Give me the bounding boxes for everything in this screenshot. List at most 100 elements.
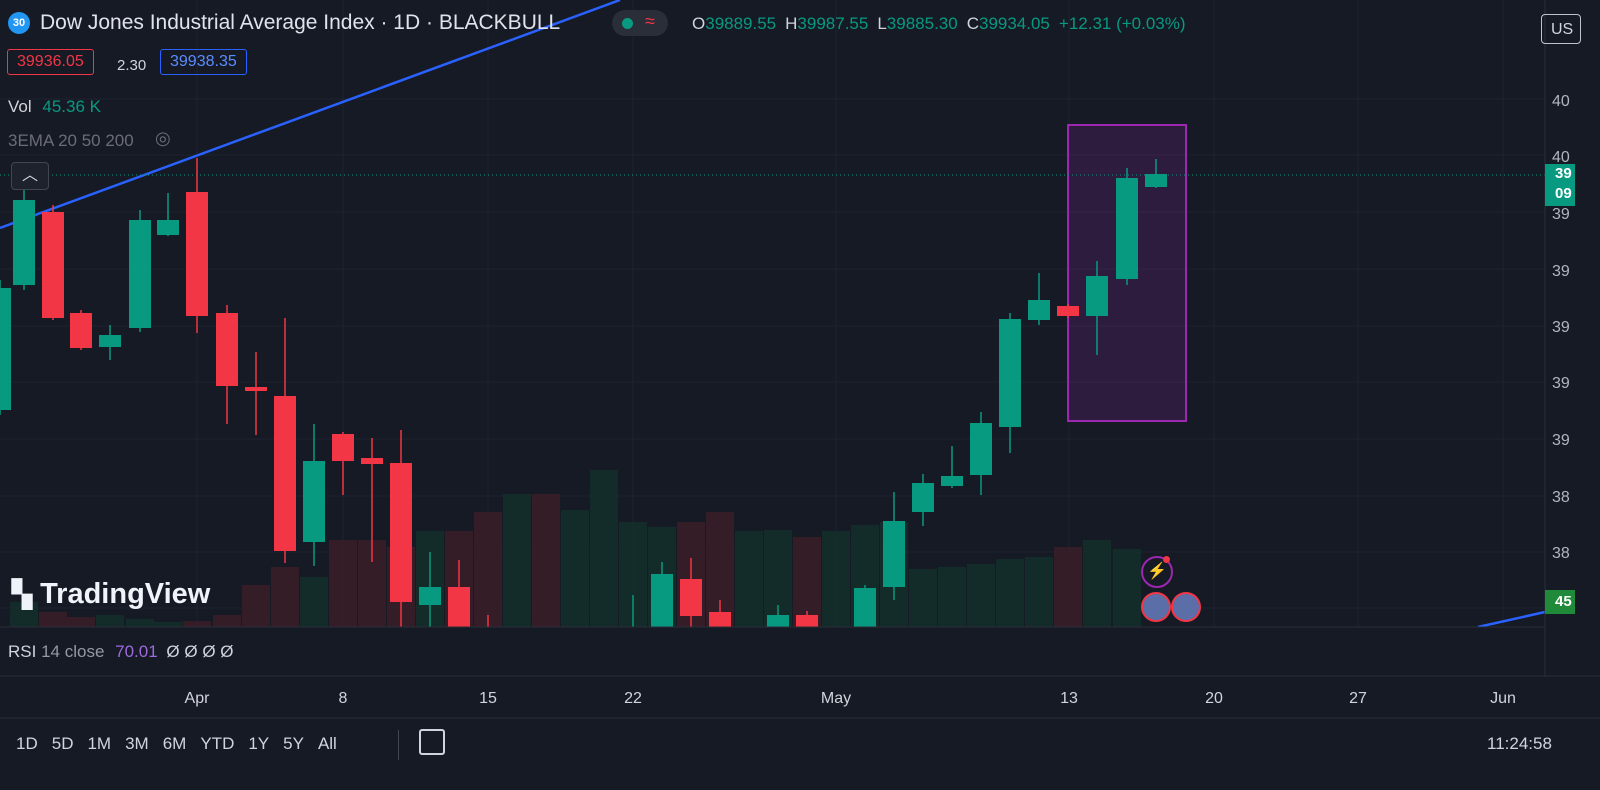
volume-bar bbox=[126, 619, 154, 627]
candle-body bbox=[1028, 300, 1050, 320]
volume-bar bbox=[503, 494, 531, 627]
volume-bar bbox=[938, 567, 966, 627]
range-button[interactable]: 1Y bbox=[248, 734, 270, 753]
us-event-flag[interactable] bbox=[1141, 592, 1171, 622]
candle-body bbox=[274, 396, 296, 551]
time-axis-label: May bbox=[821, 690, 851, 707]
volume-label: Vol bbox=[8, 97, 32, 116]
market-open-dot bbox=[622, 18, 633, 29]
candle-body bbox=[99, 335, 121, 347]
us-event-flag[interactable] bbox=[1171, 592, 1201, 622]
candle-body bbox=[216, 313, 238, 386]
time-axis-label: 15 bbox=[479, 690, 497, 707]
candle-body bbox=[157, 220, 179, 235]
volume-bar bbox=[1113, 549, 1141, 627]
price-axis-label: 38 bbox=[1552, 489, 1570, 506]
volume-bar bbox=[300, 577, 328, 627]
volume-bar bbox=[183, 621, 211, 627]
range-button[interactable]: 5Y bbox=[283, 734, 304, 753]
volume-legend: Vol 45.36 K bbox=[8, 97, 101, 117]
rsi-value: 70.01 bbox=[115, 642, 158, 661]
ask-price[interactable]: 39938.35 bbox=[160, 49, 247, 75]
candle-body bbox=[245, 387, 267, 391]
collapse-button[interactable]: ︿ bbox=[11, 162, 49, 190]
bid-price[interactable]: 39936.05 bbox=[7, 49, 94, 75]
range-button[interactable]: 5D bbox=[51, 734, 74, 753]
rsi-legend: RSI 14 close 70.01 Ø Ø Ø Ø bbox=[8, 642, 233, 662]
candle-body bbox=[796, 615, 818, 627]
current-price-tag: 39 09 bbox=[1545, 164, 1575, 206]
price-axis-label: 39 bbox=[1552, 319, 1570, 336]
volume-bar bbox=[242, 585, 270, 627]
time-axis-label: Jun bbox=[1490, 690, 1516, 707]
trend-line bbox=[1477, 610, 1546, 629]
candle-body bbox=[361, 458, 383, 464]
event-icon[interactable]: ⚡ bbox=[1141, 556, 1173, 588]
rsi-params: 14 close bbox=[41, 642, 105, 661]
price-axis-label: 39 bbox=[1552, 206, 1570, 223]
range-button[interactable]: All bbox=[317, 734, 337, 753]
candle-body bbox=[680, 579, 702, 616]
candle-body bbox=[129, 220, 151, 328]
candle-body bbox=[186, 192, 208, 316]
price-axis-label: 40 bbox=[1552, 93, 1570, 110]
delayed-icon: ≈ bbox=[645, 11, 655, 31]
rsi-extra: Ø Ø Ø Ø bbox=[166, 642, 234, 661]
price-tag-top: 39 bbox=[1555, 165, 1572, 182]
range-button[interactable]: 1M bbox=[87, 734, 112, 753]
ohlc-value: 39987.55 bbox=[797, 14, 869, 33]
currency-button[interactable]: US bbox=[1541, 14, 1581, 44]
time-axis-label: 27 bbox=[1349, 690, 1367, 707]
candle-body bbox=[1086, 276, 1108, 316]
range-button[interactable]: 6M bbox=[162, 734, 187, 753]
time-axis-label: 22 bbox=[624, 690, 642, 707]
time-axis-label: 20 bbox=[1205, 690, 1223, 707]
candle-body bbox=[70, 313, 92, 348]
ohlc-value: 39934.05 bbox=[978, 14, 1050, 33]
candle-body bbox=[883, 521, 905, 587]
goto-date-button[interactable] bbox=[419, 729, 445, 755]
time-axis-label: 13 bbox=[1060, 690, 1078, 707]
volume-bar bbox=[96, 615, 124, 627]
candle-body bbox=[970, 423, 992, 475]
symbol-title[interactable]: Dow Jones Industrial Average Index · 1D … bbox=[40, 11, 561, 34]
candle-body bbox=[1116, 178, 1138, 279]
ohlc-value: 39885.30 bbox=[886, 14, 958, 33]
volume-bar bbox=[735, 531, 763, 627]
range-button[interactable]: 3M bbox=[125, 734, 149, 753]
volume-tag: 45 bbox=[1545, 590, 1575, 614]
volume-bar bbox=[154, 622, 182, 627]
candle-body bbox=[999, 319, 1021, 427]
hide-icon[interactable]: ◎ bbox=[155, 128, 171, 148]
volume-bar bbox=[822, 531, 850, 627]
candle-body bbox=[941, 476, 963, 486]
price-axis-label: 39 bbox=[1552, 375, 1570, 392]
event-dot bbox=[1163, 556, 1170, 563]
candle-body bbox=[912, 483, 934, 512]
logo-text: TradingView bbox=[40, 578, 211, 610]
ohlc-label: L bbox=[877, 14, 887, 33]
price-axis-label: 38 bbox=[1552, 545, 1570, 562]
volume-bar bbox=[39, 612, 67, 627]
candle-body bbox=[1057, 306, 1079, 316]
symbol-badge[interactable]: 30 bbox=[8, 12, 30, 34]
range-button[interactable]: YTD bbox=[200, 734, 235, 753]
range-button[interactable]: 1D bbox=[16, 734, 38, 753]
status-pill[interactable]: ≈ bbox=[612, 10, 668, 36]
candle-body bbox=[709, 612, 731, 627]
clock: 11:24:58 bbox=[1487, 734, 1552, 753]
price-axis-label: 39 bbox=[1552, 432, 1570, 449]
volume-value: 45.36 K bbox=[42, 97, 101, 116]
price-axis-label: 40 bbox=[1552, 149, 1570, 166]
ohlc-label: H bbox=[785, 14, 798, 33]
ohlc-label: C bbox=[966, 14, 979, 33]
toolbar-separator bbox=[398, 730, 399, 760]
volume-bar bbox=[329, 540, 357, 627]
volume-bar bbox=[474, 512, 502, 627]
candle-body bbox=[42, 212, 64, 318]
price-tag-bottom: 09 bbox=[1555, 185, 1572, 202]
volume-bar bbox=[996, 559, 1024, 627]
time-axis-label: 8 bbox=[339, 690, 348, 707]
candle-body bbox=[651, 574, 673, 627]
